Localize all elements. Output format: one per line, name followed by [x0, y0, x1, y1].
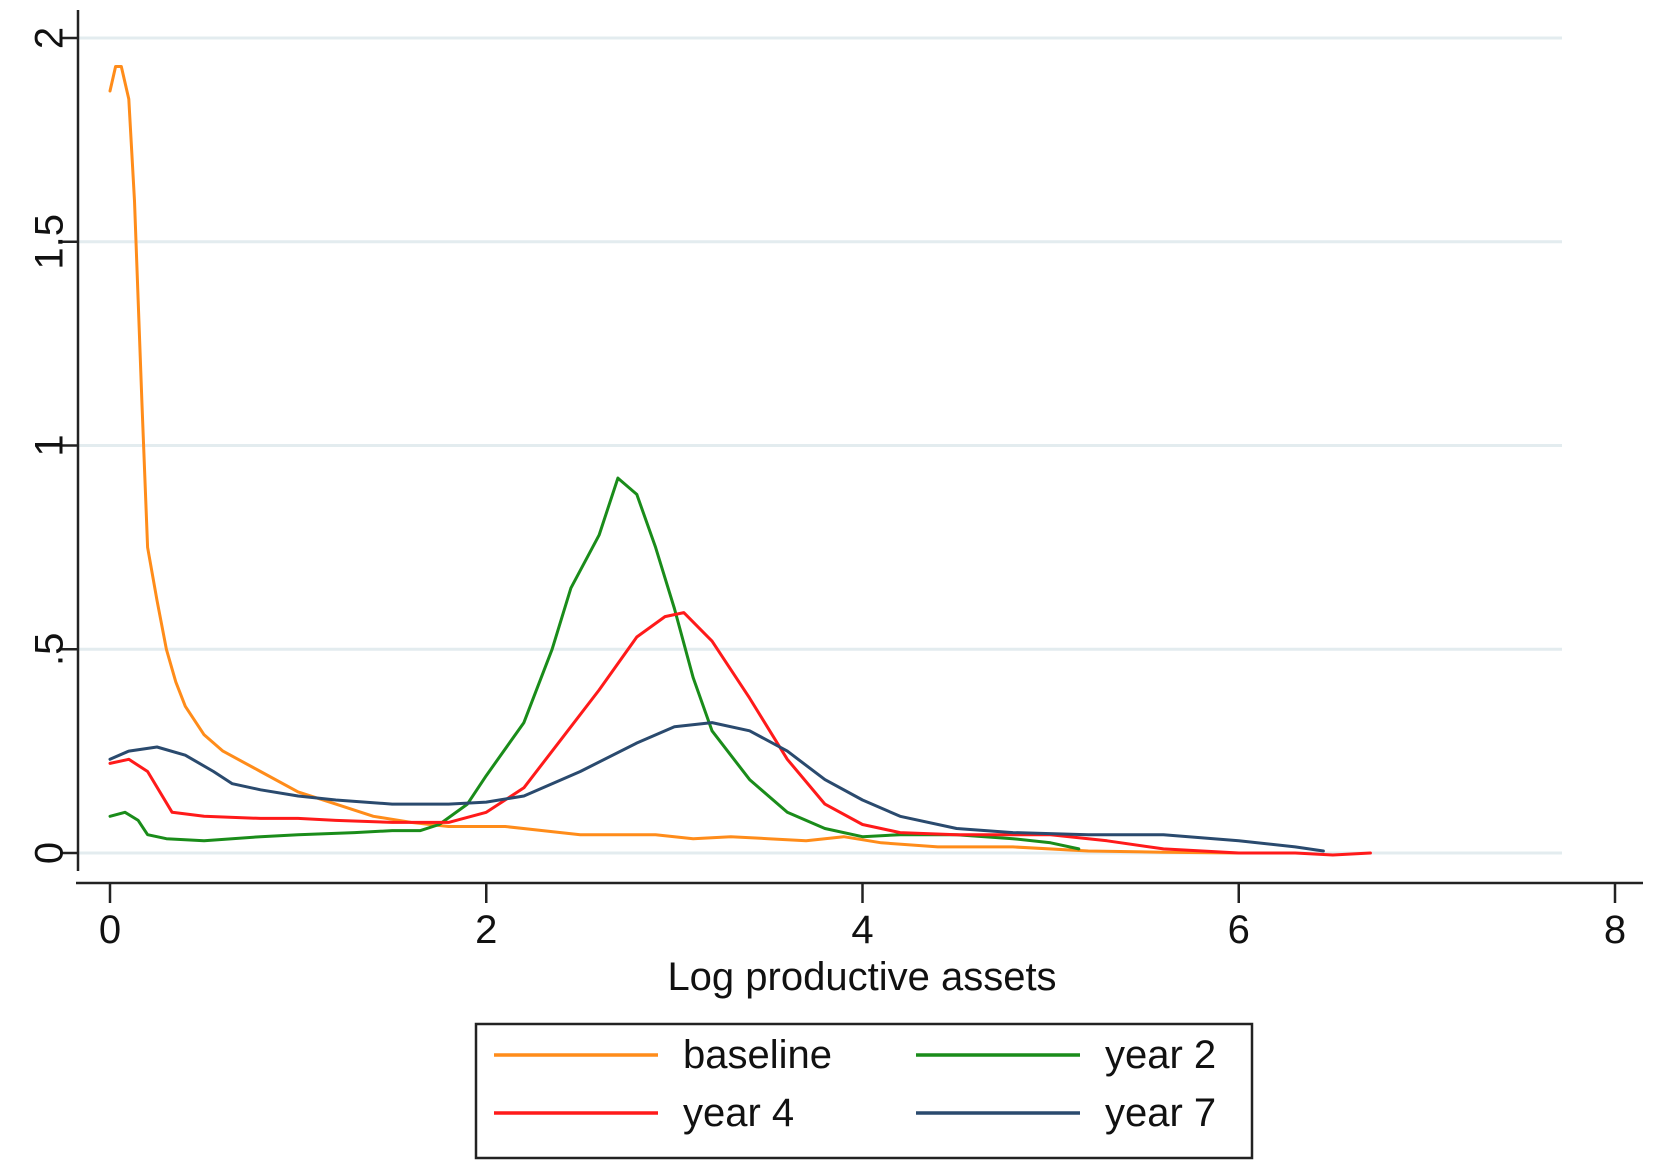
series-line-year-4	[108, 611, 1372, 857]
legend-label-year-7: year 7	[1105, 1091, 1216, 1135]
series-line-baseline	[108, 65, 1241, 855]
y-tick-label: 1	[28, 434, 72, 456]
series-lines	[108, 65, 1372, 857]
legend-label-baseline: baseline	[683, 1033, 832, 1077]
y-tick-label: 2	[28, 27, 72, 49]
legend-label-year-2: year 2	[1105, 1033, 1216, 1077]
axes: 0 .5 1 1.5 2 0 2 4 6 8	[28, 10, 1643, 952]
x-tick-label: 2	[475, 908, 497, 952]
legend: baseline year 2 year 4 year 7	[474, 1022, 1254, 1160]
y-tick-label: 1.5	[28, 214, 72, 270]
x-tick-label: 4	[851, 908, 873, 952]
x-tick-label: 0	[99, 908, 121, 952]
legend-label-year-4: year 4	[683, 1091, 794, 1135]
legend-box	[474, 1022, 1254, 1160]
x-tick-label: 6	[1228, 908, 1250, 952]
y-tick-label: 0	[28, 842, 72, 864]
series-line-year-7	[108, 721, 1325, 853]
y-tick-label: .5	[28, 633, 72, 666]
x-axis-title: Log productive assets	[667, 955, 1056, 999]
x-tick-label: 8	[1604, 908, 1626, 952]
series-line-year-2	[108, 476, 1081, 851]
